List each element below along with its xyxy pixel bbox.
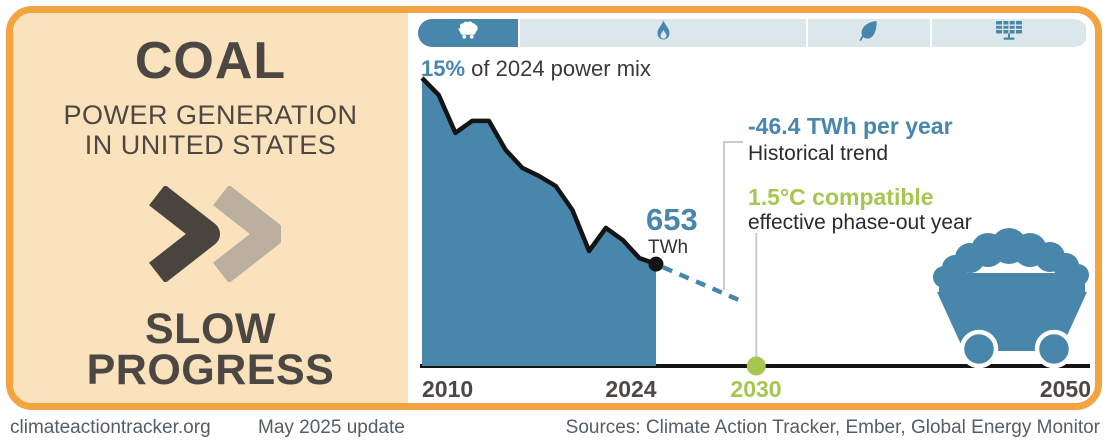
x-tick-2030: 2030: [730, 376, 782, 402]
trend-projection-line: [662, 265, 741, 303]
site-url: climateactiontracker.org: [10, 417, 211, 438]
current-unit-label: TWh: [648, 237, 689, 258]
leaf-icon: [859, 20, 879, 46]
solar-panel-icon: [995, 20, 1023, 46]
summary-panel: COAL POWER GENERATION IN UNITED STATES S…: [13, 13, 408, 403]
rating-line-1: SLOW: [145, 305, 276, 354]
historical-line: [420, 76, 657, 267]
coal-cart-icon: [455, 21, 481, 45]
tab-coal[interactable]: [418, 19, 518, 47]
compatibility-value-label: 1.5°C compatible: [748, 184, 934, 210]
fuel-tabbar: [418, 19, 1088, 47]
historical-area: [422, 78, 656, 366]
coal-cart-illustration: [933, 228, 1089, 369]
x-tick-2024: 2024: [605, 376, 657, 402]
fuel-title: COAL: [134, 32, 287, 90]
footer: climateactiontracker.org May 2025 update…: [0, 417, 1110, 443]
power-mix-stat: 15% of 2024 power mix: [421, 56, 651, 82]
sources-credit: Sources: Climate Action Tracker, Ember, …: [565, 417, 1100, 438]
rating-line-2: PROGRESS: [86, 346, 335, 395]
flame-icon: [655, 19, 672, 47]
compatibility-caption: effective phase-out year: [748, 211, 972, 234]
chart-panel: 15% of 2024 power mix: [408, 13, 1095, 403]
tab-bioenergy[interactable]: [808, 19, 930, 47]
trend-caption: Historical trend: [748, 142, 889, 165]
power-mix-value: 15%: [421, 56, 466, 81]
double-chevron-icon: [141, 185, 284, 287]
tab-gas[interactable]: [520, 19, 806, 47]
tab-solar[interactable]: [932, 19, 1086, 47]
phaseout-year-dot: [746, 356, 766, 376]
trend-connector-line: [723, 141, 743, 290]
infographic-card: COAL POWER GENERATION IN UNITED STATES S…: [6, 6, 1102, 410]
panel-subtitle: POWER GENERATION IN UNITED STATES: [63, 100, 358, 160]
rating-label: SLOW PROGRESS: [86, 305, 335, 395]
subtitle-line-1: POWER GENERATION: [63, 100, 358, 130]
subtitle-line-2: IN UNITED STATES: [84, 129, 337, 160]
x-tick-2050: 2050: [1039, 376, 1091, 402]
trend-value-label: -46.4 TWh per year: [748, 113, 953, 139]
update-date: May 2025 update: [258, 417, 405, 438]
coal-generation-chart: [420, 76, 1090, 376]
current-value-label: 653: [646, 202, 698, 237]
power-mix-text: of 2024 power mix: [465, 56, 651, 81]
current-value-dot: [648, 256, 664, 272]
x-tick-2010: 2010: [422, 376, 474, 402]
